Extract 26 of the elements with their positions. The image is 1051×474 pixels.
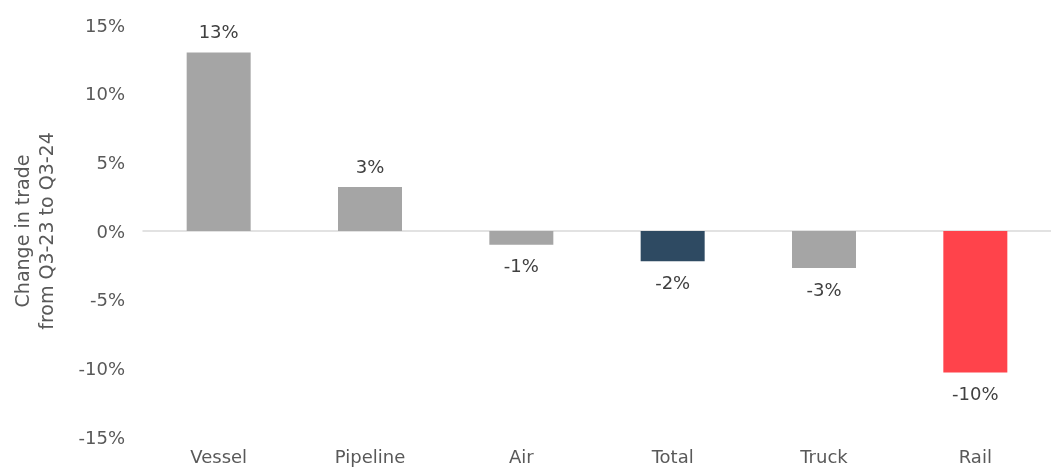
- data-label: -1%: [503, 255, 539, 277]
- data-label: 3%: [355, 155, 385, 177]
- bar: [640, 231, 705, 262]
- x-tick-label: Total: [650, 445, 694, 467]
- y-tick-label: -10%: [78, 357, 125, 379]
- data-label: -2%: [655, 271, 691, 293]
- x-tick-label: Air: [508, 445, 535, 467]
- x-tick-label: Pipeline: [334, 445, 406, 467]
- bar: [338, 187, 402, 231]
- x-tick-label: Vessel: [190, 445, 248, 467]
- data-label: -10%: [952, 382, 999, 404]
- y-tick-label: -5%: [89, 289, 125, 311]
- bar: [943, 231, 1008, 373]
- y-tick-label: 5%: [96, 151, 125, 173]
- x-tick-label: Rail: [958, 445, 992, 467]
- bar: [792, 231, 856, 269]
- y-tick-label: 15%: [84, 14, 125, 36]
- y-tick-label: 10%: [84, 83, 125, 105]
- data-label: 13%: [198, 20, 239, 42]
- bar: [186, 52, 251, 231]
- y-tick-label: -15%: [78, 426, 125, 448]
- x-tick-label: Truck: [799, 445, 849, 467]
- bar: [489, 231, 554, 245]
- y-axis-title: Change in trade from Q3-23 to Q3-24: [11, 132, 57, 330]
- data-label: -3%: [806, 278, 842, 300]
- y-tick-label: 0%: [96, 220, 125, 242]
